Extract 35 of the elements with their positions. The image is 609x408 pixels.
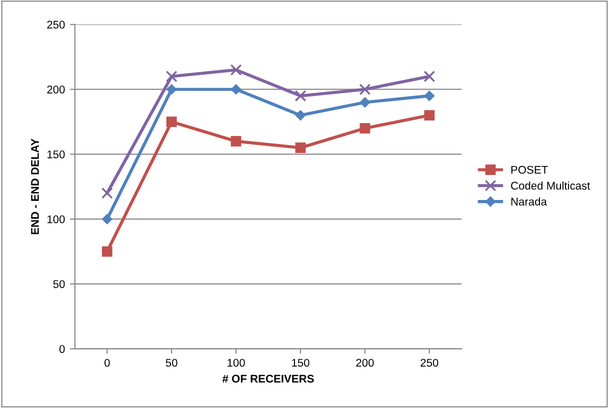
point: [166, 116, 177, 127]
legend-label: POSET: [511, 166, 548, 174]
y-tick-label: 0: [59, 345, 65, 353]
point: [424, 110, 435, 121]
point: [101, 187, 113, 199]
point: [424, 70, 436, 82]
point: [295, 110, 306, 121]
y-tick-label: 200: [47, 86, 65, 94]
x-tick-label: 250: [420, 358, 438, 367]
point: [360, 97, 370, 108]
y-tick-label: 100: [47, 215, 65, 224]
y-tick-label: 50: [53, 280, 65, 288]
point: [424, 90, 435, 102]
point: [102, 246, 112, 257]
y-tick-label: 150: [47, 150, 65, 158]
point: [166, 84, 177, 95]
y-tick-label: 250: [47, 20, 65, 29]
point: [230, 136, 242, 146]
point: [359, 84, 371, 96]
legend-label: Coded Multicast: [511, 181, 590, 190]
legend-label: Narada: [511, 197, 547, 206]
y-axis-title: END - END DELAY: [31, 138, 39, 234]
x-tick-label: 0: [104, 358, 110, 367]
point: [360, 123, 370, 134]
point: [230, 64, 242, 76]
x-tick-label: 150: [292, 358, 310, 367]
x-axis-title: # OF RECEIVERS: [222, 374, 314, 383]
x-tick-label: 50: [166, 358, 178, 367]
point: [102, 214, 112, 224]
x-tick-label: 100: [228, 358, 245, 367]
point: [230, 84, 242, 95]
point: [294, 90, 306, 102]
point: [166, 70, 178, 82]
point: [295, 142, 306, 153]
x-tick-label: 200: [356, 358, 374, 367]
